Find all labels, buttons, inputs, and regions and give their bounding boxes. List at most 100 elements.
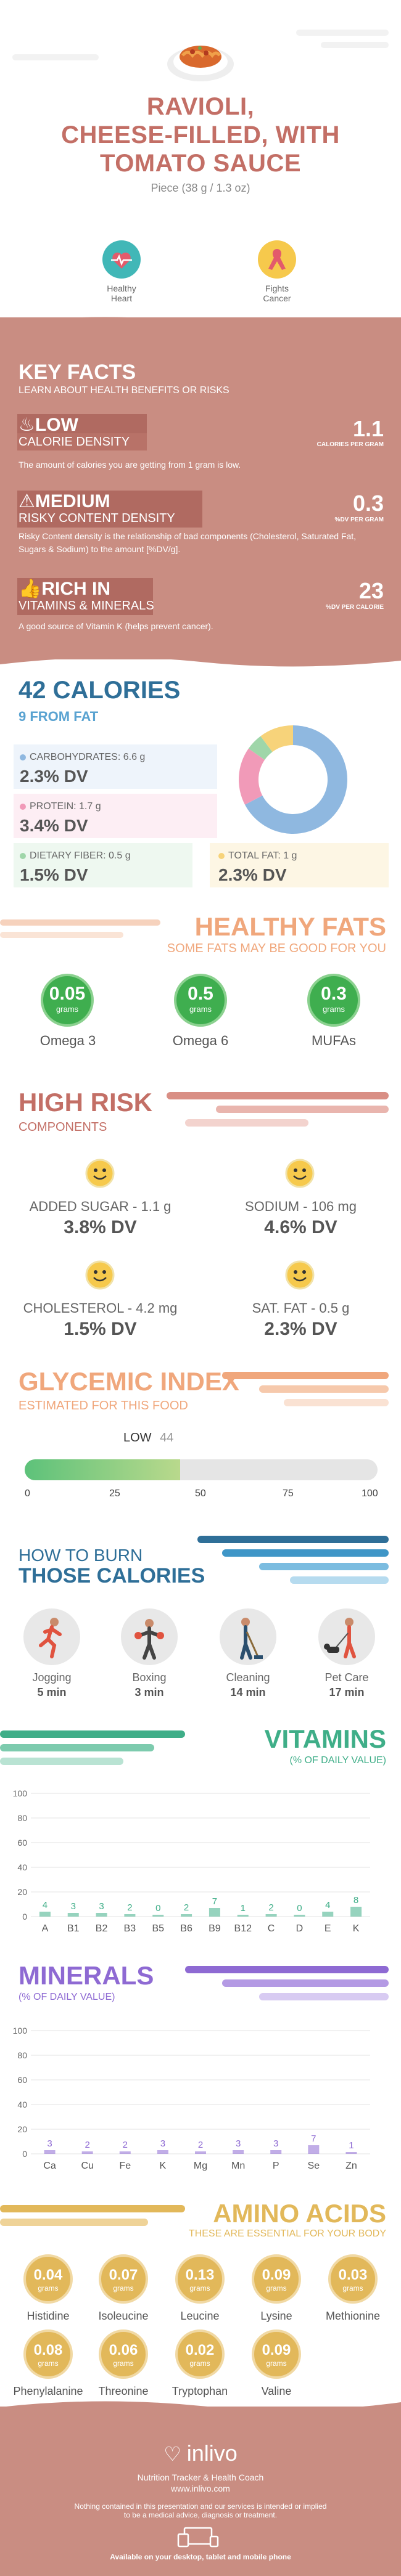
footer-brand: ♡ inlivo: [0, 2440, 401, 2466]
key-fact-description: A good source of Vitamin K (helps preven…: [19, 621, 213, 631]
activity-minutes: 14 min: [230, 1686, 266, 1698]
decor-bar: [259, 1993, 389, 2000]
key-fact-name: RISKY CONTENT DENSITY: [19, 512, 175, 525]
decor-bar: [185, 1966, 389, 1973]
key-fact-description: Risky Content density is the relationshi…: [19, 531, 357, 554]
amino-label: Methionine: [325, 2310, 381, 2322]
amino-value: 0.03: [338, 2267, 368, 2283]
x-tick-label: B3: [124, 1923, 136, 1934]
risk-dv: 2.3% DV: [264, 1319, 337, 1339]
decor-bar: [222, 1372, 389, 1379]
bar-value-label: 3: [99, 1901, 104, 1912]
decor-bar: [296, 30, 389, 36]
ravioli-plate-icon: [167, 46, 234, 81]
key-fact-badge: [17, 491, 202, 528]
bar: [270, 2150, 282, 2154]
glycemic-tick: 100: [362, 1488, 378, 1499]
omega-3-circle: 0.05 grams: [41, 974, 94, 1027]
nutrient-dv: 2.3% DV: [20, 767, 88, 786]
decor-bar: [290, 1576, 389, 1584]
vitamins-bar-chart: 0 20 40 60 80 100 4 A 3 B1 3 B2 2 B3 0 B5 2 B6 7 B9 1 B12 2 C 0 D…: [13, 1788, 370, 1934]
highlight-label-fights-cancer: Fights Cancer: [240, 283, 314, 303]
decor-bar: [222, 1979, 389, 1987]
highlight-label-healthy-heart: Healthy Heart: [85, 283, 159, 303]
amino-circle-tryptophan: 0.02 grams: [175, 2329, 225, 2379]
key-fact-unit: %DV PER GRAM: [334, 516, 384, 523]
omega-6-circle: 0.5 grams: [174, 974, 227, 1027]
x-tick-label: Fe: [119, 2161, 131, 2171]
amino-label: Valine: [261, 2385, 292, 2397]
key-fact-description: The amount of calories you are getting f…: [19, 460, 241, 470]
ribbon-icon: [258, 240, 296, 279]
glycemic-title: GLYCEMIC INDEX: [19, 1367, 239, 1396]
minerals-title: MINERALS: [19, 1961, 154, 1990]
decor-bar: [216, 1106, 389, 1113]
glycemic-tick: 0: [25, 1488, 30, 1499]
risk-dv: 3.8% DV: [64, 1217, 137, 1237]
decor-bar: [0, 2219, 148, 2226]
x-tick-label: Mn: [231, 2161, 245, 2171]
fat-value: 0.5: [188, 984, 213, 1004]
x-tick-label: B5: [152, 1923, 164, 1934]
bar: [322, 1912, 334, 1917]
burn-title-line1: HOW TO BURN: [19, 1546, 143, 1565]
smiley-icon: [285, 1260, 315, 1290]
vitamins-title: VITAMINS: [264, 1724, 386, 1753]
amino-unit: grams: [38, 2359, 59, 2368]
bar: [44, 2150, 56, 2154]
y-tick-label: 100: [13, 1788, 28, 1798]
amino-acids-subtitle: THESE ARE ESSENTIAL FOR YOUR BODY: [188, 2228, 386, 2239]
food-title: RAVIOLI, CHEESE-FILLED, WITH TOMATO SAUC…: [0, 92, 401, 177]
nutrient-dietary-fiber: DIETARY FIBER: 0.5 g 1.5% DV: [14, 843, 192, 887]
key-fact-level-text: MEDIUM: [35, 491, 110, 512]
nutrient-dv: 3.4% DV: [20, 816, 88, 835]
bar-value-label: 4: [43, 1900, 48, 1910]
amino-circle-leucine: 0.13 grams: [175, 2254, 225, 2304]
decor-bar: [321, 42, 389, 48]
bar-value-label: 0: [297, 1903, 302, 1914]
decor-bar: [185, 1119, 308, 1127]
amino-label: Histidine: [27, 2310, 70, 2322]
glycemic-subtitle: ESTIMATED FOR THIS FOOD: [19, 1399, 188, 1412]
risk-label: CHOLESTEROL - 4.2 mg: [23, 1300, 178, 1316]
x-tick-label: K: [353, 1923, 360, 1934]
bar-value-label: 2: [127, 1902, 132, 1913]
bar-value-label: 2: [268, 1902, 273, 1913]
smiley-icon: [85, 1159, 115, 1188]
x-tick-label: Mg: [194, 2161, 207, 2171]
amino-acids-title: AMINO ACIDS: [213, 2199, 386, 2228]
amino-unit: grams: [189, 2359, 210, 2368]
highlight-label-line: Healthy: [107, 283, 136, 293]
bar-value-label: 3: [236, 2138, 241, 2149]
bar-value-label: 1: [241, 1903, 246, 1914]
calories-title: 42 CALORIES: [19, 677, 181, 704]
footer-url[interactable]: www.inlivo.com: [171, 2484, 230, 2493]
decor-bar: [284, 1399, 389, 1406]
key-facts-title: KEY FACTS: [19, 361, 136, 384]
legend-dot: [20, 754, 26, 760]
amino-value: 0.09: [262, 2342, 291, 2358]
bar: [81, 2151, 93, 2154]
amino-circle-histidine: 0.04 grams: [23, 2254, 73, 2304]
nutrient-label-text: CARBOHYDRATES: 6.6 g: [30, 752, 146, 762]
x-tick-label: Cu: [81, 2161, 93, 2171]
bar: [96, 1913, 107, 1917]
bar-value-label: 7: [212, 1896, 217, 1907]
bar-value-label: 2: [198, 2140, 203, 2150]
bar: [265, 1914, 277, 1917]
nutrient-label: CARBOHYDRATES: 6.6 g: [20, 752, 145, 763]
y-tick-label: 20: [17, 1887, 27, 1897]
activity-minutes: 5 min: [37, 1686, 67, 1698]
amino-value: 0.06: [109, 2342, 138, 2358]
y-tick-label: 80: [17, 2050, 27, 2060]
y-tick-label: 40: [17, 1862, 27, 1872]
x-tick-label: Zn: [345, 2161, 357, 2171]
amino-unit: grams: [38, 2284, 59, 2293]
bar-value-label: 2: [85, 2140, 89, 2150]
amino-label: Threonine: [98, 2385, 149, 2397]
bar-value-label: 4: [325, 1900, 330, 1910]
y-tick-label: 20: [17, 2124, 27, 2134]
decor-bar: [0, 2205, 185, 2212]
food-title-line: RAVIOLI,: [146, 93, 255, 120]
